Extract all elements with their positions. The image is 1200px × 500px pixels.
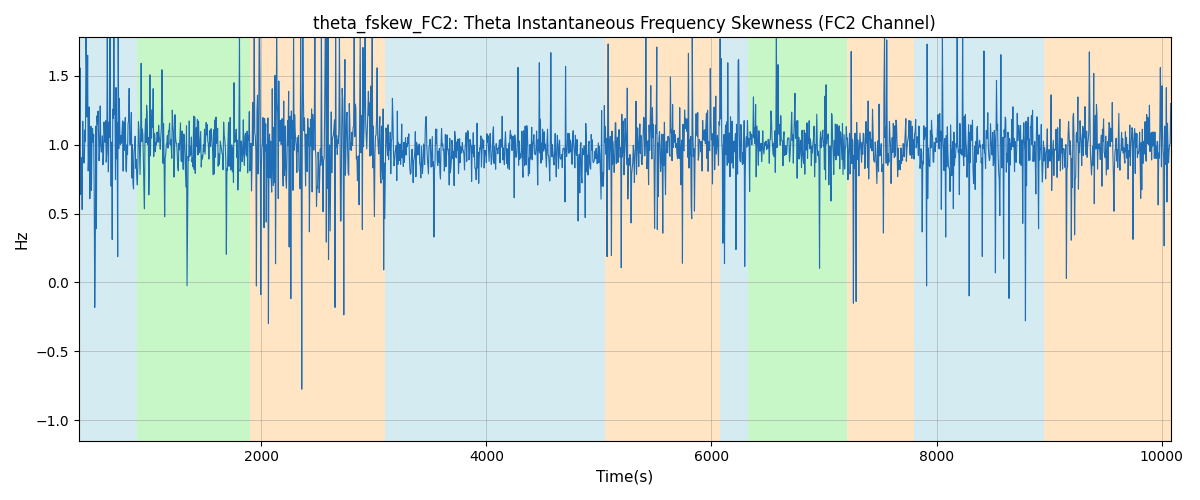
Y-axis label: Hz: Hz [14,230,30,249]
Title: theta_fskew_FC2: Theta Instantaneous Frequency Skewness (FC2 Channel): theta_fskew_FC2: Theta Instantaneous Fre… [313,15,936,34]
Bar [385,38,605,440]
Bar [914,38,1044,440]
Bar [138,38,250,440]
X-axis label: Time(s): Time(s) [596,470,654,485]
Bar [1044,38,1171,440]
Bar [846,38,914,440]
Bar [720,38,748,440]
Bar [605,38,720,440]
Bar [250,38,385,440]
Bar [748,38,846,440]
Bar [79,38,138,440]
